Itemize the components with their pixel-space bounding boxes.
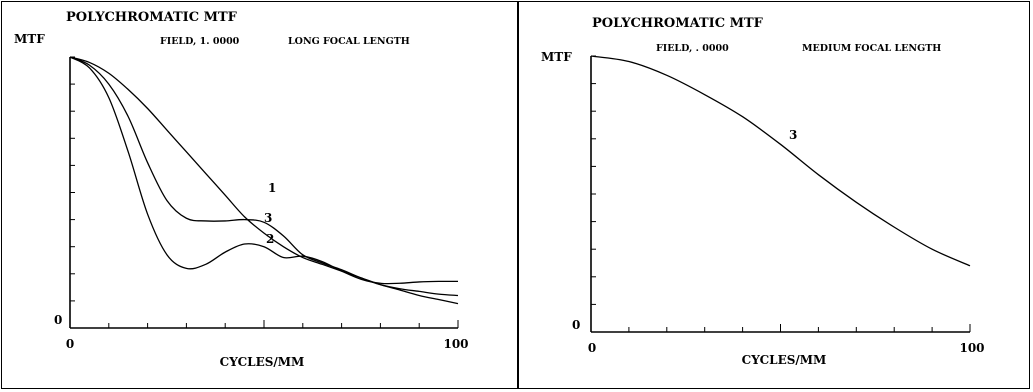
- x-tick-label: 100: [959, 341, 984, 355]
- x-tick-label: 0: [66, 337, 74, 351]
- series-label-2: 2: [266, 232, 274, 246]
- field-label: FIELD, . 0000: [656, 43, 729, 54]
- x-tick-label: 100: [443, 337, 468, 351]
- x-tick-label: 0: [588, 341, 596, 355]
- y-tick-label: 0: [54, 313, 62, 327]
- axes: [590, 55, 971, 333]
- series-line-2: [69, 56, 459, 285]
- chart-right: POLYCHROMATIC MTF FIELD, . 0000 MEDIUM F…: [541, 16, 985, 367]
- series-label-3: 3: [264, 211, 272, 225]
- chart-left: POLYCHROMATIC MTF FIELD, 1. 0000 LONG FO…: [14, 10, 469, 369]
- series-group: 3: [590, 55, 971, 267]
- chart-subtitle: MEDIUM FOCAL LENGTH: [802, 43, 941, 54]
- series-line-1: [69, 56, 459, 305]
- x-axis-label: CYCLES/MM: [220, 355, 305, 369]
- panel-divider: [517, 1, 519, 389]
- series-label-1: 1: [268, 181, 276, 195]
- chart-subtitle: LONG FOCAL LENGTH: [288, 36, 410, 47]
- series-label-3: 3: [789, 128, 797, 142]
- series-line-3: [590, 55, 971, 267]
- y-tick-label: 0: [572, 318, 580, 332]
- y-axis-label: MTF: [541, 50, 572, 64]
- series-group: 1 2 3: [69, 56, 459, 305]
- x-axis-label: CYCLES/MM: [742, 353, 827, 367]
- y-axis-label: MTF: [14, 32, 45, 46]
- field-label: FIELD, 1. 0000: [160, 36, 240, 47]
- series-line-3: [69, 56, 459, 297]
- chart-title: POLYCHROMATIC MTF: [592, 16, 764, 31]
- axes: [69, 56, 459, 329]
- chart-title: POLYCHROMATIC MTF: [66, 10, 238, 25]
